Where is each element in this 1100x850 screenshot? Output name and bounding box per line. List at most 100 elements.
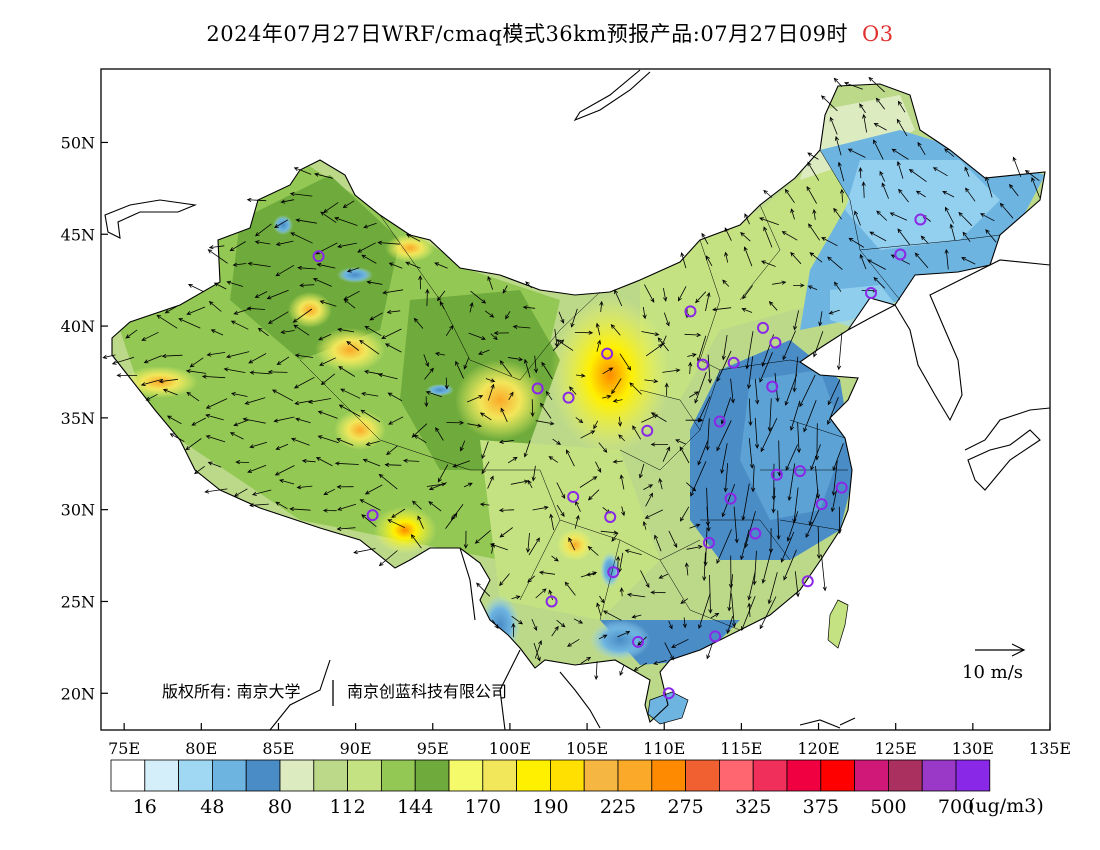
colorbar-swatch [211,759,247,792]
wind-vector [294,400,313,406]
lon-tick-label: 90E [340,739,372,758]
wind-vector [425,288,430,307]
wind-vector [873,276,886,289]
station-marker [662,687,675,700]
wind-vector [249,503,269,508]
wind-vector [697,440,709,466]
wind-vector [663,288,668,302]
wind-vector [805,508,820,539]
wind-vector [858,166,863,179]
wind-vector [780,531,795,563]
wind-vector [436,290,446,302]
colorbar-label: 190 [532,796,568,818]
wind-vector [760,260,776,267]
wind-vector [806,186,817,204]
wind-vector [776,510,781,541]
wind-vector [233,308,251,315]
wind-vector [451,504,464,521]
wind-vector [505,311,511,320]
station-marker [312,250,325,263]
wind-vector [207,249,228,264]
wind-vector [837,506,842,535]
wind-vector [821,554,827,592]
wind-vector [487,383,495,401]
wind-vector [633,662,648,671]
wind-vector [744,213,750,225]
wind-vector [280,199,295,204]
wind-vector [525,281,532,289]
wind-vector [361,254,377,264]
wind-vector [455,360,464,379]
lon-tick-label: 130E [952,739,994,758]
wind-vector [320,373,336,386]
wind-vector [640,570,650,589]
taiwan-island [827,599,849,649]
wind-vector [748,438,754,469]
colorbar-swatch [245,759,281,792]
wind-vector [784,188,795,204]
wind-vector [493,330,509,336]
wind-vector [965,187,976,202]
wind-vector [610,323,621,336]
wind-vector [891,148,909,160]
colorbar-swatch [685,759,720,792]
wind-vector [920,235,929,244]
wind-vector [194,465,205,475]
wind-vector [469,302,474,313]
wind-vector [908,168,927,183]
wind-vector [378,550,398,567]
lon-tick-label: 100E [489,739,531,758]
wind-vector [158,378,178,384]
wind-vector [999,202,1014,219]
wind-vector [378,473,398,490]
wind-vector [410,534,422,549]
wind-vector [499,360,513,377]
station-marker [531,382,544,395]
colorbar-label: 16 [133,796,157,818]
wind-vector [612,459,623,464]
station-marker [567,490,580,503]
wind-vector [336,438,354,446]
wind-vector [618,434,625,442]
wind-vector [444,377,449,390]
wind-vector [387,519,406,529]
wind-vector [587,489,600,501]
wind-vector [487,275,494,290]
wind-vector [334,461,359,466]
wind-vector [763,226,773,248]
wind-vector [705,418,710,451]
wind-vector [523,440,531,458]
colorbar-swatch [786,759,822,792]
wind-vector [580,430,596,439]
wind-vector [295,218,317,224]
wind-vector [116,373,138,378]
wind-vector [364,325,382,337]
wind-vector [384,343,402,353]
wind-vector [336,526,356,531]
wind-vector [479,412,492,421]
wind-vector [499,527,513,538]
colorbar-label: 275 [667,796,703,818]
wind-vector [360,409,381,423]
colorbar-swatch [820,759,855,792]
wind-vector [405,233,421,242]
wind-vector [296,485,313,490]
wind-vector [961,257,976,265]
wind-vector [186,306,206,315]
wind-vector [387,392,403,402]
wind-vector [111,356,135,365]
wind-vector [275,443,289,450]
wind-vector [446,420,465,425]
wind-vector [293,167,312,175]
wind-vector [247,261,271,267]
wind-vector [556,504,565,517]
wind-vector [596,602,602,616]
wind-vector [293,324,310,336]
wind-vector [290,437,310,446]
wind-vector [644,284,655,303]
wind-vector [685,418,704,423]
station-marker [815,498,828,511]
wind-vector [185,369,207,374]
wind-vector [208,301,222,312]
wind-vector [897,228,911,246]
